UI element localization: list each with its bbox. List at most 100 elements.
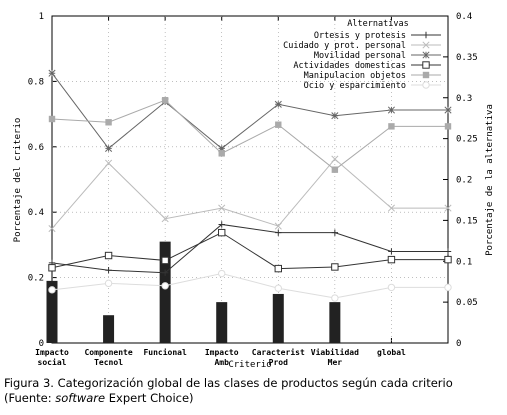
x-tick-label: global xyxy=(377,348,406,357)
legend-swatch xyxy=(411,71,441,79)
right-tick-label: 0 xyxy=(456,339,461,349)
point xyxy=(48,264,56,272)
x-tick-label: Impacto xyxy=(205,348,239,357)
x-tick-label: Viabilidad xyxy=(311,347,359,357)
point xyxy=(387,204,395,212)
x-tick-label: Prod xyxy=(269,358,288,367)
point xyxy=(422,71,430,79)
caption-line-2: (Fuente: software Expert Choice) xyxy=(4,391,504,406)
bar xyxy=(159,241,171,343)
right-tick-label: 0.1 xyxy=(456,257,472,267)
series-path xyxy=(51,99,448,171)
legend-title: Alternativas xyxy=(347,19,408,29)
point xyxy=(218,221,225,228)
caption-source-suffix: Expert Choice) xyxy=(105,391,194,405)
legend-swatch xyxy=(411,31,441,39)
x-tick-label: social xyxy=(38,357,67,367)
point xyxy=(218,144,226,152)
point xyxy=(105,119,112,126)
point xyxy=(331,166,339,173)
bar xyxy=(329,302,341,343)
series-line xyxy=(48,221,452,276)
point xyxy=(422,61,430,69)
left-tick-label: 0 xyxy=(39,339,44,349)
point xyxy=(161,269,169,276)
point xyxy=(387,283,396,292)
point xyxy=(331,155,339,163)
left-tick-label: 0.8 xyxy=(28,77,44,87)
point xyxy=(161,215,169,223)
figure-caption: Figura 3. Categorización global de las c… xyxy=(4,376,504,406)
point xyxy=(48,115,56,123)
legend-label: Movilidad personal xyxy=(314,51,406,61)
x-tick-label: Tecnol xyxy=(94,358,123,367)
legend-swatch xyxy=(411,61,441,69)
left-tick-label: 0.2 xyxy=(28,274,44,284)
point xyxy=(105,144,113,152)
caption-source-software: software xyxy=(55,391,106,405)
chart: 0 0.2 0.4 0.6 0.8 1 0 0.05 0.1 0.15 0.2 0.25 0.3 0.3… xyxy=(13,12,495,370)
point xyxy=(104,251,113,260)
legend-swatch xyxy=(411,81,441,89)
point xyxy=(444,123,452,130)
right-tick-label: 0.25 xyxy=(456,135,478,145)
point xyxy=(444,106,452,114)
x-tick-label: Impacto xyxy=(35,348,69,357)
point xyxy=(161,282,169,290)
point xyxy=(275,121,282,128)
legend-swatch xyxy=(411,41,441,49)
bar xyxy=(46,280,58,343)
point xyxy=(218,269,226,278)
y-axis-label: Porcentaje del criterio xyxy=(13,118,23,243)
point xyxy=(444,248,452,255)
point xyxy=(161,256,169,265)
point xyxy=(422,81,430,89)
point xyxy=(422,41,430,49)
point xyxy=(105,159,113,167)
point xyxy=(387,255,396,264)
point xyxy=(331,112,339,120)
point xyxy=(105,267,112,274)
legend-label: Ocio y esparcimiento xyxy=(304,81,406,91)
right-tick-label: 0.4 xyxy=(456,12,472,22)
point xyxy=(444,255,452,264)
point xyxy=(422,51,430,59)
bar xyxy=(272,293,284,343)
x-tick-label: Componente xyxy=(84,348,132,357)
legend-label: Actividades domesticas xyxy=(293,61,406,71)
point xyxy=(331,263,339,271)
x-tick-label: Funcional xyxy=(143,347,187,357)
point xyxy=(48,224,56,233)
legend-label: Ortesis y protesis xyxy=(314,31,406,41)
series-path xyxy=(51,223,448,274)
series-line xyxy=(48,269,452,302)
point xyxy=(387,106,395,114)
series-path xyxy=(51,272,448,299)
point xyxy=(331,294,339,302)
point xyxy=(444,283,452,292)
bar-series xyxy=(46,241,341,343)
point xyxy=(275,229,282,236)
caption-line-1: Figura 3. Categorización global de las c… xyxy=(4,376,453,390)
point xyxy=(48,69,56,77)
line-series xyxy=(48,69,452,302)
point xyxy=(48,286,56,294)
point xyxy=(274,264,282,273)
point xyxy=(422,31,430,39)
x-axis-label: Criterio xyxy=(228,360,271,370)
point xyxy=(274,100,282,108)
right-tick-label: 0.3 xyxy=(456,94,472,104)
x-tick-label: Mer xyxy=(328,358,343,367)
series-path xyxy=(51,158,448,229)
series-line xyxy=(48,97,452,173)
caption-source-prefix: (Fuente: xyxy=(4,391,56,405)
left-tick-label: 0.4 xyxy=(28,208,44,218)
right-tick-label: 0.05 xyxy=(456,298,478,308)
x-tick-label: Caracterist xyxy=(252,347,305,357)
point xyxy=(218,204,226,212)
bar xyxy=(216,302,228,343)
left-tick-label: 1 xyxy=(39,12,44,22)
series-path xyxy=(51,232,448,270)
right-tick-label: 0.35 xyxy=(456,53,478,63)
